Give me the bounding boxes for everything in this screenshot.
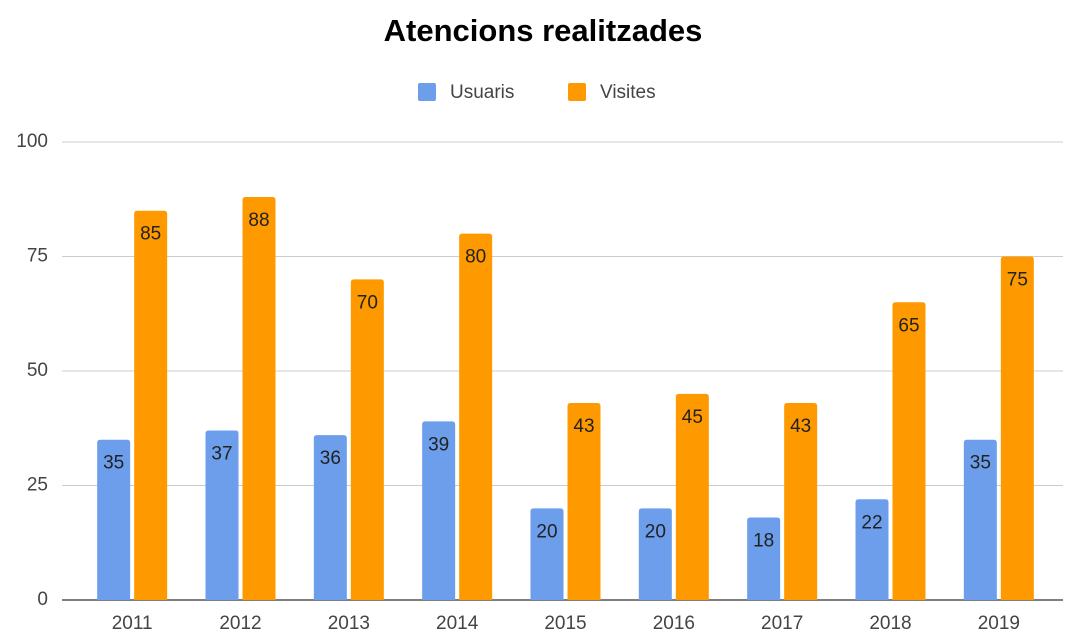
data-label: 36 [320, 448, 341, 469]
data-label: 43 [573, 416, 594, 437]
bar [459, 233, 493, 600]
x-tick-label: 2012 [219, 613, 261, 633]
data-label: 35 [103, 453, 124, 474]
bar [242, 196, 276, 600]
y-tick-label: 25 [27, 475, 48, 496]
data-label: 39 [428, 434, 449, 455]
bar [422, 421, 456, 600]
bar [97, 439, 131, 600]
x-tick-label: 2015 [544, 613, 586, 633]
bar [205, 430, 239, 600]
data-label: 43 [790, 416, 811, 437]
y-tick-label: 75 [27, 246, 48, 267]
bar [855, 499, 889, 600]
data-label: 20 [645, 521, 666, 542]
data-label: 18 [753, 531, 774, 552]
bar [784, 403, 818, 600]
bar [567, 403, 601, 600]
bar [530, 508, 564, 600]
legend-label: Visites [600, 82, 656, 103]
legend-swatch [418, 83, 436, 101]
data-label: 35 [970, 453, 991, 474]
x-tick-label: 2017 [761, 613, 803, 633]
bar [892, 302, 926, 600]
data-label: 70 [357, 292, 378, 313]
data-label: 85 [140, 224, 161, 245]
y-tick-label: 0 [37, 589, 48, 610]
x-tick-label: 2018 [869, 613, 911, 633]
data-label: 65 [898, 315, 919, 336]
x-tick-label: 2019 [978, 613, 1020, 633]
chart-title: Atencions realitzades [384, 13, 703, 48]
bar [747, 517, 781, 600]
bar [1000, 256, 1034, 600]
data-label: 45 [682, 407, 703, 428]
bar [963, 439, 997, 600]
data-label: 88 [248, 210, 269, 231]
bar [675, 393, 709, 600]
data-label: 75 [1007, 270, 1028, 291]
bar [350, 279, 384, 600]
legend-swatch [568, 83, 586, 101]
data-label: 80 [465, 247, 486, 268]
data-label: 22 [861, 512, 882, 533]
x-tick-label: 2014 [436, 613, 479, 633]
bar [313, 435, 347, 600]
legend-label: Usuaris [450, 82, 514, 103]
data-label: 37 [211, 444, 232, 465]
y-tick-label: 100 [16, 131, 48, 152]
bar [638, 508, 672, 600]
data-label: 20 [536, 521, 557, 542]
y-tick-label: 50 [27, 360, 48, 381]
x-tick-label: 2016 [653, 613, 695, 633]
x-tick-label: 2013 [328, 613, 370, 633]
bar [134, 210, 168, 600]
x-tick-label: 2011 [112, 613, 153, 633]
